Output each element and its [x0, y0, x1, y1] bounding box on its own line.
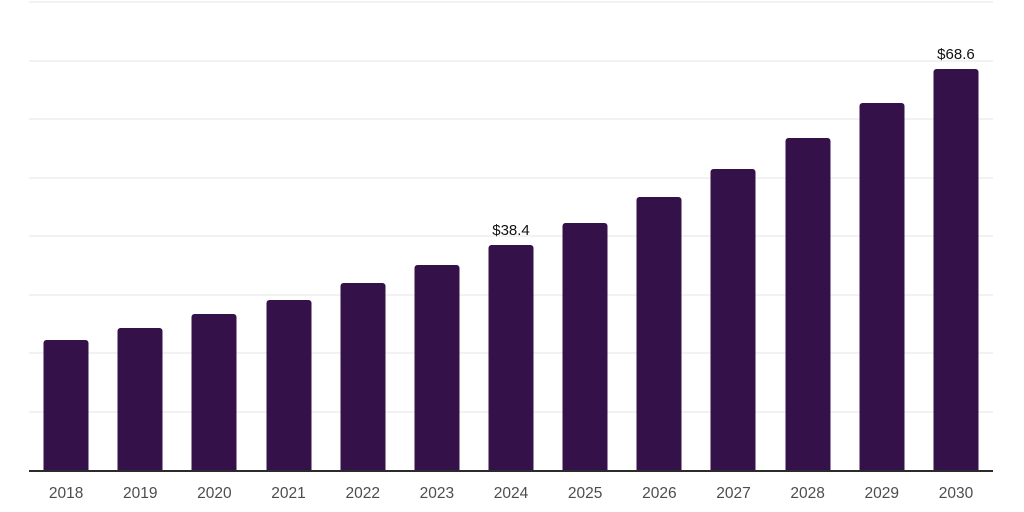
bar-slot-2028 — [771, 2, 845, 470]
bar-series: $38.4 $68.6 — [29, 2, 993, 470]
bar-2019 — [117, 327, 163, 470]
bar-slot-2024: $38.4 — [474, 2, 548, 470]
bar-slot-2018 — [29, 2, 103, 470]
bar-2025 — [562, 222, 608, 470]
gridline-50 — [29, 176, 993, 179]
x-tick-2030: 2030 — [938, 485, 974, 502]
gridline-70 — [29, 59, 993, 62]
bar-2018 — [43, 340, 89, 470]
bar-slot-2020 — [177, 2, 251, 470]
bar-2029 — [859, 103, 905, 470]
gridline-40 — [29, 235, 993, 237]
bar-2030 — [933, 68, 979, 470]
x-tick-2021: 2021 — [271, 485, 306, 502]
bar-slot-2019 — [103, 2, 177, 470]
x-tick-2027: 2027 — [716, 485, 751, 502]
bar-2024 — [488, 245, 534, 470]
bar-slot-2022 — [326, 2, 400, 470]
bar-slot-2025 — [548, 2, 622, 470]
bar-slot-2030: $68.6 — [919, 2, 993, 470]
bar-2026 — [636, 197, 682, 470]
bar-slot-2027 — [696, 2, 770, 470]
bar-2027 — [710, 169, 756, 470]
data-label-2030: $68.6 — [937, 45, 975, 63]
x-tick-2029: 2029 — [864, 485, 900, 502]
bar-2022 — [340, 282, 386, 470]
x-tick-2028: 2028 — [790, 485, 825, 502]
x-tick-2019: 2019 — [122, 485, 158, 502]
plot-area: $38.4 $68.6 — [29, 1, 993, 472]
data-label-2024: $38.4 — [492, 222, 530, 240]
x-tick-2023: 2023 — [419, 485, 455, 502]
gridline-60 — [29, 118, 993, 120]
x-tick-2025: 2025 — [567, 485, 603, 502]
bar-slot-2029 — [845, 2, 919, 470]
x-axis-labels: 2018 2019 2020 2021 2022 2023 2024 2025 2026 2027… — [29, 472, 993, 512]
bar-2020 — [191, 314, 237, 470]
x-tick-2020: 2020 — [197, 485, 232, 502]
x-tick-2024: 2024 — [493, 485, 529, 502]
bar-slot-2021 — [251, 2, 325, 470]
x-tick-2022: 2022 — [345, 485, 380, 502]
x-tick-2026: 2026 — [642, 485, 677, 502]
bar-2021 — [266, 299, 312, 470]
bar-slot-2023 — [400, 2, 474, 470]
gridline-80 — [29, 1, 993, 3]
bar-2028 — [785, 138, 831, 470]
x-tick-2018: 2018 — [48, 485, 84, 502]
bar-slot-2026 — [622, 2, 696, 470]
bar-2023 — [414, 265, 460, 470]
